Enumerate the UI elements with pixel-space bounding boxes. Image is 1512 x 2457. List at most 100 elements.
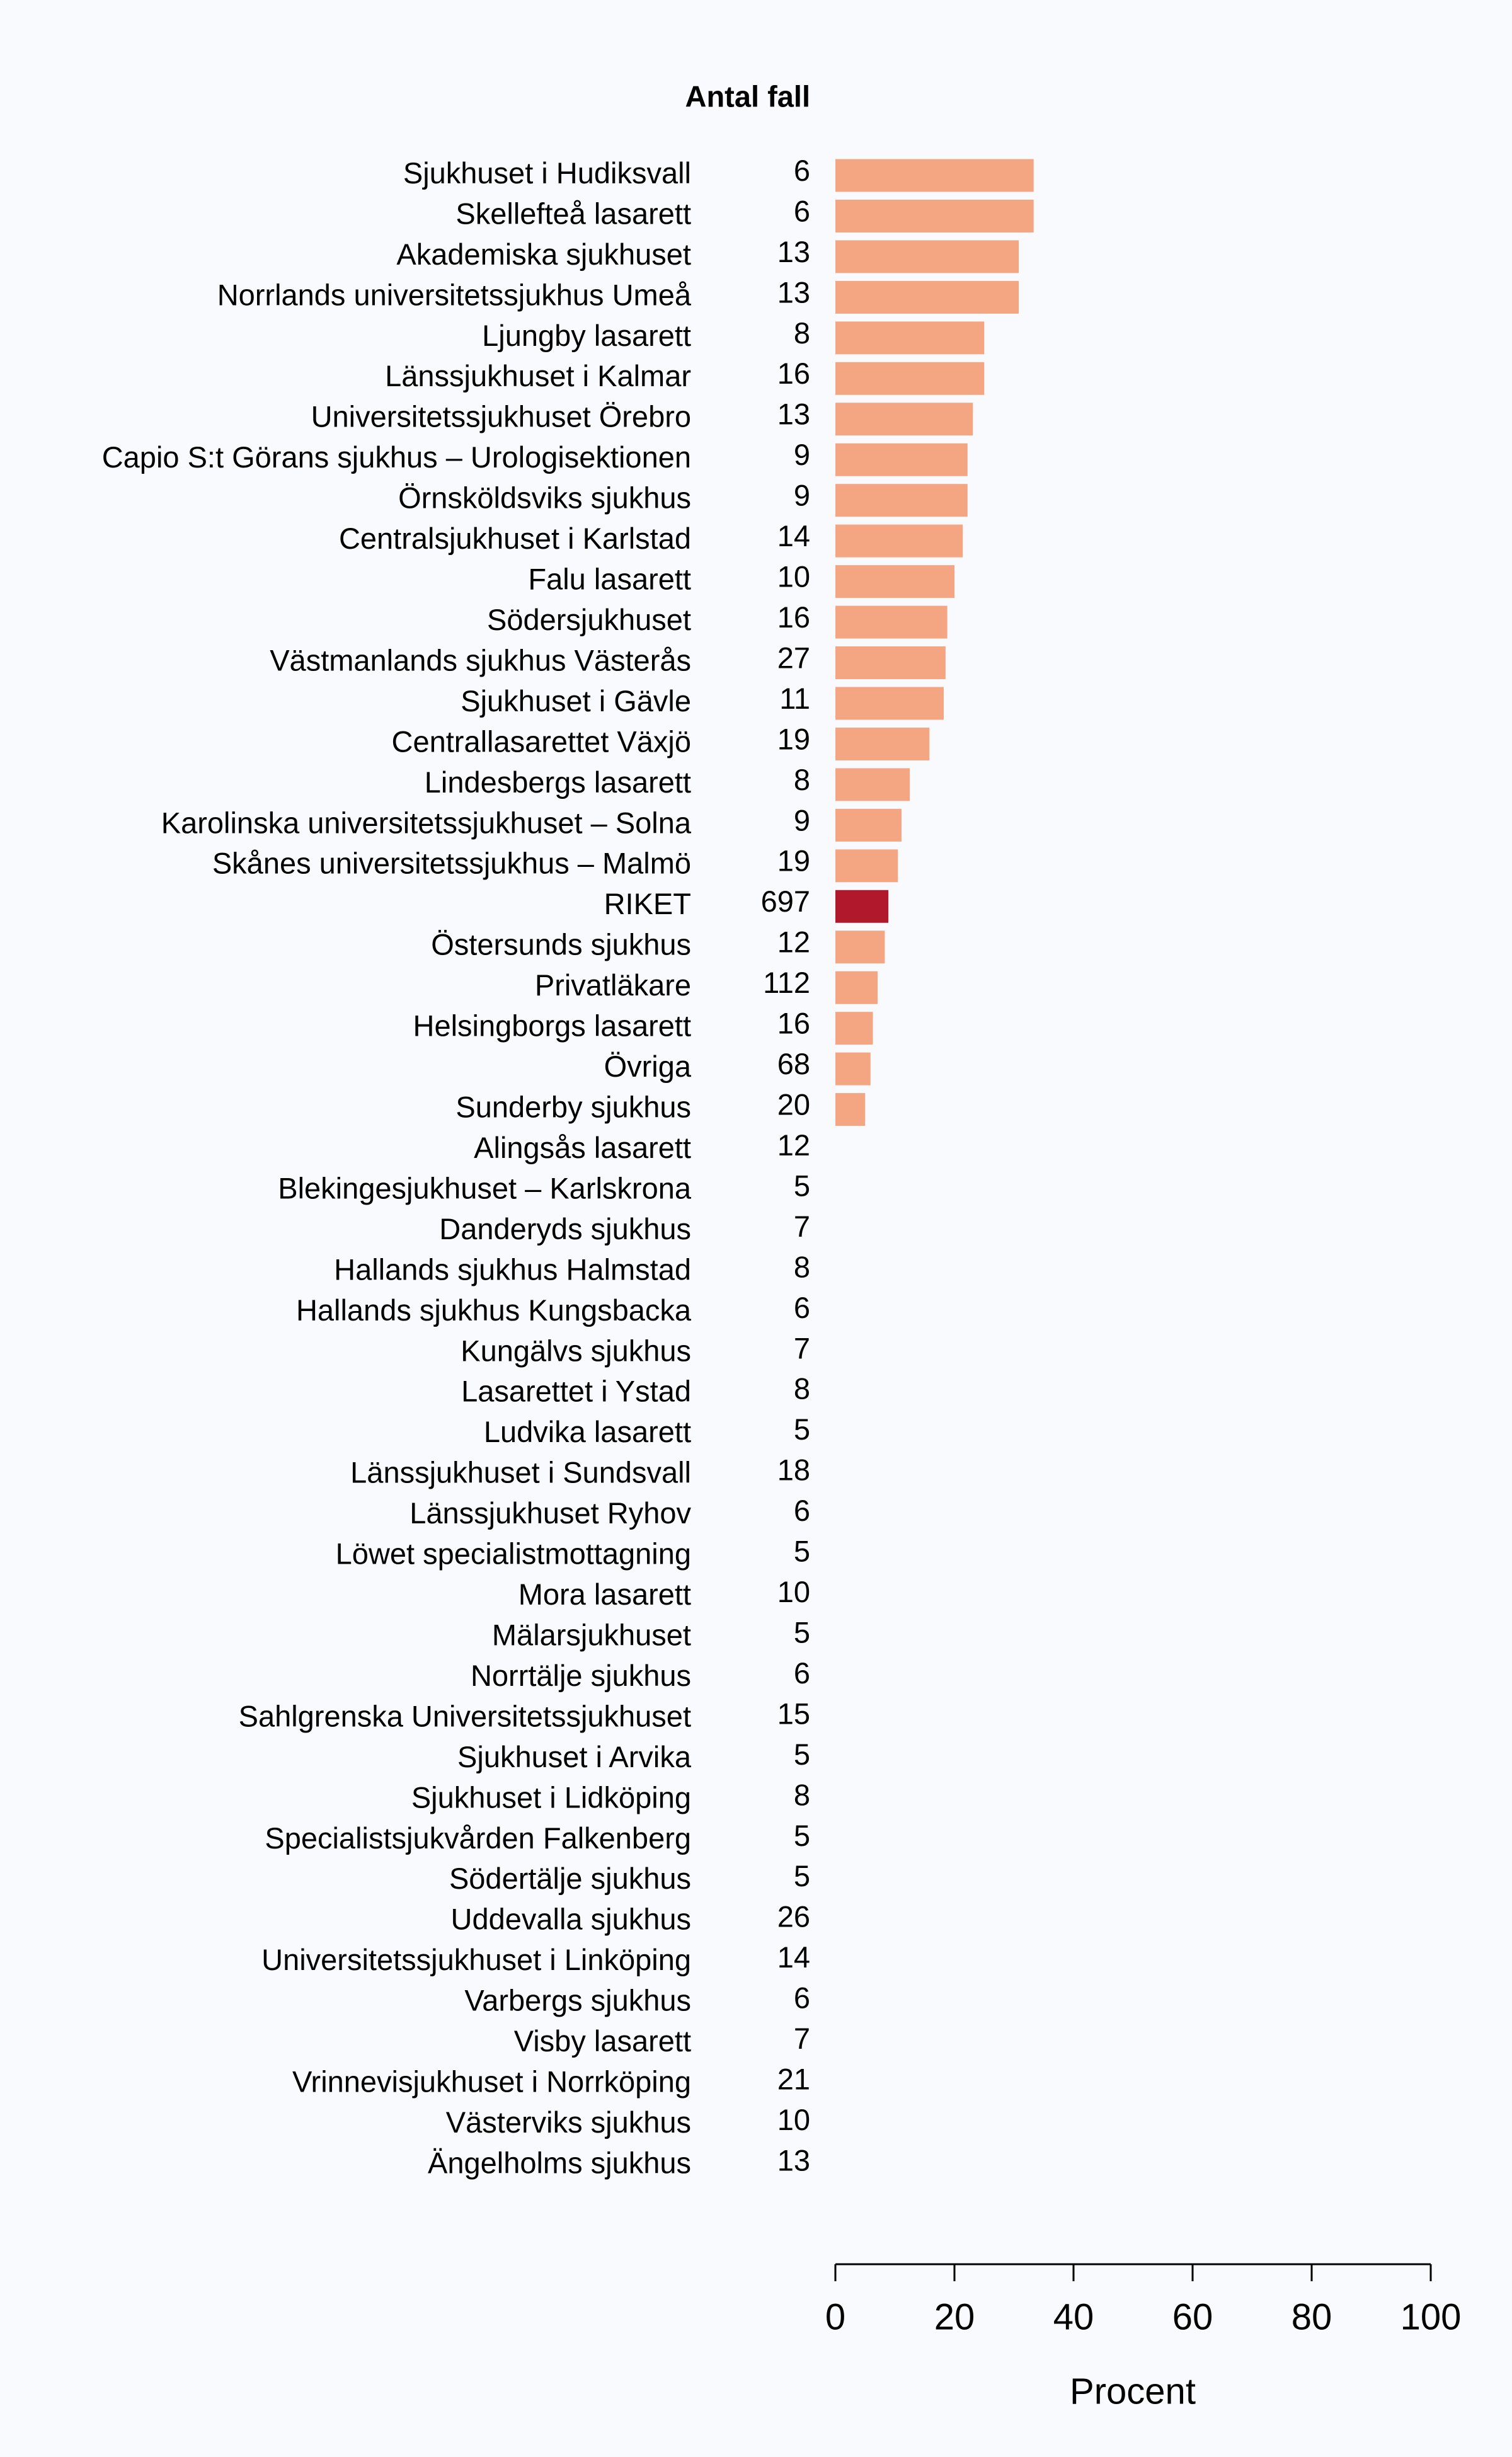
category-label: Helsingborgs lasarett bbox=[413, 1009, 692, 1043]
count-label: 16 bbox=[777, 357, 810, 390]
bar bbox=[835, 403, 973, 436]
count-label: 6 bbox=[794, 1981, 810, 2015]
x-tick-label: 100 bbox=[1400, 2296, 1462, 2337]
bar bbox=[835, 199, 1034, 232]
count-label: 8 bbox=[794, 1372, 810, 1406]
count-label: 16 bbox=[777, 600, 810, 634]
category-label: RIKET bbox=[604, 887, 691, 920]
count-label: 21 bbox=[777, 2063, 810, 2096]
count-label: 12 bbox=[777, 925, 810, 959]
count-label: 112 bbox=[763, 966, 810, 999]
category-label: Specialistsjukvården Falkenberg bbox=[265, 1821, 691, 1855]
category-label: Sjukhuset i Lidköping bbox=[411, 1780, 691, 1814]
count-label: 9 bbox=[794, 438, 810, 471]
count-label: 13 bbox=[777, 235, 810, 268]
category-label: Falu lasarett bbox=[528, 563, 691, 596]
count-label: 5 bbox=[794, 1819, 810, 1852]
x-tick-label: 0 bbox=[825, 2296, 845, 2337]
count-label: 68 bbox=[777, 1047, 810, 1080]
bar bbox=[835, 768, 910, 801]
count-label: 19 bbox=[777, 722, 810, 755]
bar bbox=[835, 484, 968, 517]
category-label: Universitetssjukhuset Örebro bbox=[311, 400, 691, 433]
category-label: Östersunds sjukhus bbox=[431, 928, 691, 961]
category-label: Norrtälje sjukhus bbox=[471, 1659, 691, 1692]
category-label: Varbergs sjukhus bbox=[464, 1984, 691, 2017]
bar bbox=[835, 1052, 871, 1085]
category-label: Löwet specialistmottagning bbox=[336, 1537, 691, 1571]
count-label: 8 bbox=[794, 1250, 810, 1283]
category-label: Centralsjukhuset i Karlstad bbox=[339, 522, 691, 555]
category-label: Övriga bbox=[604, 1050, 692, 1083]
category-label: Hallands sjukhus Kungsbacka bbox=[296, 1293, 692, 1327]
category-label: Örnsköldsviks sjukhus bbox=[398, 481, 691, 515]
count-label: 697 bbox=[761, 885, 810, 918]
bar bbox=[835, 971, 878, 1004]
bar bbox=[835, 849, 898, 883]
category-label: Lasarettet i Ystad bbox=[461, 1375, 691, 1408]
count-label: 6 bbox=[794, 1656, 810, 1690]
category-label: Hallands sjukhus Halmstad bbox=[334, 1252, 691, 1286]
count-label: 8 bbox=[794, 316, 810, 350]
category-label: Länssjukhuset i Kalmar bbox=[385, 359, 691, 392]
x-tick-label: 60 bbox=[1172, 2296, 1213, 2337]
count-label: 5 bbox=[794, 1412, 810, 1446]
category-label: Västmanlands sjukhus Västerås bbox=[270, 643, 691, 677]
count-label: 13 bbox=[777, 275, 810, 309]
category-label: Skellefteå lasarett bbox=[455, 197, 691, 230]
category-label: Alingsås lasarett bbox=[474, 1131, 691, 1164]
category-label: Vrinnevisjukhuset i Norrköping bbox=[292, 2065, 691, 2099]
bar bbox=[835, 1093, 866, 1126]
count-label: 18 bbox=[777, 1453, 810, 1487]
category-label: Uddevalla sjukhus bbox=[451, 1903, 691, 1936]
count-label: 6 bbox=[794, 154, 810, 187]
count-label: 8 bbox=[794, 763, 810, 796]
category-label: Sjukhuset i Arvika bbox=[457, 1740, 692, 1773]
category-label: Mälarsjukhuset bbox=[492, 1618, 691, 1651]
count-label: 5 bbox=[794, 1169, 810, 1202]
x-axis-label: Procent bbox=[1070, 2371, 1196, 2412]
count-label: 6 bbox=[794, 1291, 810, 1324]
count-label: 27 bbox=[777, 641, 810, 674]
category-label: Sjukhuset i Hudiksvall bbox=[403, 156, 691, 190]
category-label: Ljungby lasarett bbox=[482, 319, 691, 352]
bar bbox=[835, 524, 963, 558]
count-label: 10 bbox=[777, 1575, 810, 1608]
count-label: 9 bbox=[794, 479, 810, 512]
count-label: 9 bbox=[794, 803, 810, 837]
count-label: 5 bbox=[794, 1738, 810, 1771]
x-tick-label: 40 bbox=[1053, 2296, 1094, 2337]
category-label: Visby lasarett bbox=[514, 2024, 691, 2058]
bar bbox=[835, 808, 902, 842]
category-label: Kungälvs sjukhus bbox=[461, 1334, 691, 1367]
count-label: 15 bbox=[777, 1697, 810, 1730]
category-label: Sjukhuset i Gävle bbox=[461, 684, 691, 718]
category-label: Danderyds sjukhus bbox=[439, 1212, 691, 1246]
count-label: 26 bbox=[777, 1900, 810, 1933]
bar bbox=[835, 890, 889, 923]
count-label: 11 bbox=[779, 682, 810, 715]
category-label: Privatläkare bbox=[535, 968, 691, 1002]
category-label: Universitetssjukhuset i Linköping bbox=[261, 1943, 691, 1976]
category-label: Skånes universitetssjukhus – Malmö bbox=[212, 847, 691, 880]
count-label: 6 bbox=[794, 1494, 810, 1527]
category-label: Mora lasarett bbox=[518, 1578, 691, 1611]
category-label: Lindesbergs lasarett bbox=[425, 765, 691, 799]
counts-title: Antal fall bbox=[685, 79, 810, 113]
bar bbox=[835, 565, 954, 598]
x-tick-label: 20 bbox=[934, 2296, 975, 2337]
bar bbox=[835, 646, 946, 680]
bar bbox=[835, 727, 930, 760]
category-label: Centrallasarettet Växjö bbox=[392, 724, 691, 758]
count-label: 14 bbox=[777, 1940, 810, 1974]
bar bbox=[835, 687, 944, 720]
count-label: 12 bbox=[777, 1128, 810, 1162]
category-label: Capio S:t Görans sjukhus – Urologisektio… bbox=[102, 440, 691, 474]
category-label: Ludvika lasarett bbox=[484, 1415, 691, 1448]
category-label: Södertälje sjukhus bbox=[449, 1862, 691, 1895]
bar bbox=[835, 443, 968, 476]
category-label: Karolinska universitetssjukhuset – Solna bbox=[161, 806, 692, 839]
category-label: Länssjukhuset Ryhov bbox=[410, 1496, 691, 1530]
